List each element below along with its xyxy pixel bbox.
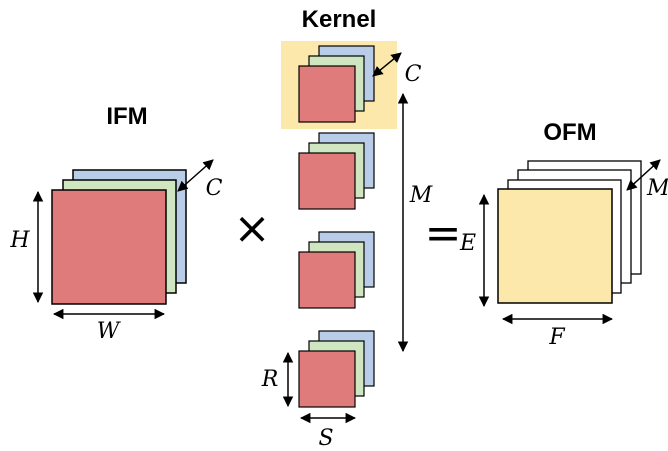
kernel-channel-label: C: [405, 62, 422, 87]
ofm-title: OFM: [543, 119, 596, 146]
ifm-red-channel: [51, 189, 167, 305]
kernel-height-label: R: [261, 367, 279, 392]
ifm-width-label: W: [97, 319, 122, 344]
ifm-height-label: H: [9, 228, 30, 253]
kernel-3-red: [298, 251, 356, 309]
kernel-stack-1: [298, 45, 375, 123]
ofm-channel-label: M: [646, 176, 668, 201]
ofm-width-label: F: [548, 325, 565, 350]
equals-operator: =: [425, 208, 462, 259]
ifm-title: IFM: [106, 103, 147, 130]
kernel-width-label: S: [318, 426, 333, 451]
ofm-height-label: E: [459, 231, 476, 256]
multiply-operator: ×: [234, 203, 271, 254]
ifm-channel-label: C: [206, 176, 223, 201]
kernel-title: Kernel: [302, 6, 377, 33]
kernel-2-red: [298, 152, 356, 210]
kernel-stack-4: [298, 330, 375, 408]
ifm-channel-arrow: [177, 159, 214, 192]
kernel-channel-arrow: [372, 52, 402, 77]
kernel-count-label: M: [409, 183, 433, 208]
kernel-stack-2: [298, 132, 375, 210]
kernel-1-red: [298, 65, 356, 123]
ofm-channel-arrow: [626, 159, 661, 191]
kernel-4-red: [298, 350, 356, 408]
kernel-stack-3: [298, 231, 375, 309]
ofm-stack: [497, 160, 642, 304]
ifm-stack: [51, 169, 187, 305]
ofm-channel-1: [497, 188, 613, 304]
